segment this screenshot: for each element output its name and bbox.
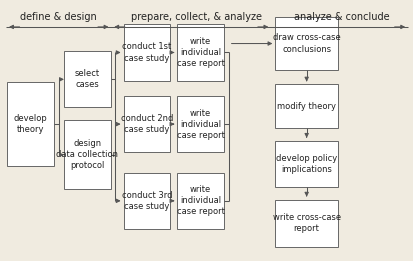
Text: write
individual
case report: write individual case report — [177, 109, 225, 140]
Text: analyze & conclude: analyze & conclude — [294, 11, 390, 22]
FancyBboxPatch shape — [275, 17, 338, 70]
FancyBboxPatch shape — [7, 82, 54, 166]
Text: draw cross-case
conclusions: draw cross-case conclusions — [273, 33, 341, 54]
FancyBboxPatch shape — [177, 24, 224, 81]
FancyBboxPatch shape — [275, 85, 338, 128]
FancyBboxPatch shape — [177, 96, 224, 152]
Text: select
cases: select cases — [75, 69, 100, 90]
FancyBboxPatch shape — [275, 141, 338, 187]
Text: develop policy
implications: develop policy implications — [276, 154, 337, 174]
Text: develop
theory: develop theory — [14, 114, 47, 134]
Text: conduct 2nd
case study: conduct 2nd case study — [121, 114, 173, 134]
FancyBboxPatch shape — [123, 96, 170, 152]
FancyBboxPatch shape — [64, 120, 111, 189]
Text: prepare, collect, & analyze: prepare, collect, & analyze — [131, 11, 262, 22]
FancyBboxPatch shape — [177, 173, 224, 229]
Text: conduct 3rd
case study: conduct 3rd case study — [121, 191, 172, 211]
FancyBboxPatch shape — [123, 24, 170, 81]
Text: modify theory: modify theory — [277, 102, 336, 111]
Text: design
data collection
protocol: design data collection protocol — [56, 139, 118, 170]
Text: write cross-case
report: write cross-case report — [273, 213, 341, 233]
FancyBboxPatch shape — [64, 51, 111, 108]
FancyBboxPatch shape — [275, 200, 338, 247]
FancyBboxPatch shape — [123, 173, 170, 229]
Text: conduct 1st
case study: conduct 1st case study — [122, 43, 171, 63]
Text: define & design: define & design — [20, 11, 97, 22]
Text: write
individual
case report: write individual case report — [177, 185, 225, 216]
Text: write
individual
case report: write individual case report — [177, 37, 225, 68]
